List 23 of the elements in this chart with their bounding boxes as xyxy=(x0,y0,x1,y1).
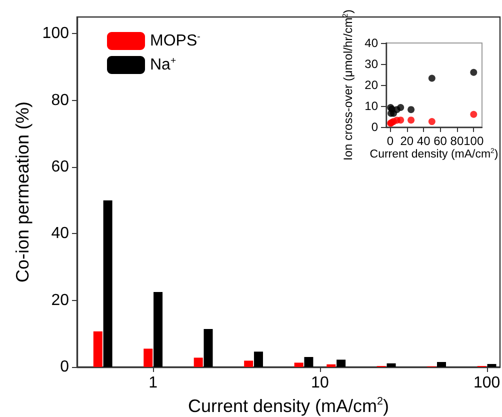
y-tick-label: 20 xyxy=(51,292,70,309)
x-tick-label: 100 xyxy=(473,374,500,392)
x-tick-label: 80 xyxy=(450,134,464,148)
x-tick-label: 20 xyxy=(400,134,414,148)
x-tick-label: 1 xyxy=(148,374,158,392)
y-tick-label: 20 xyxy=(364,78,378,92)
legend-label: MOPS- xyxy=(150,32,200,50)
y-tick-label: 40 xyxy=(51,225,70,242)
y-tick-label: 100 xyxy=(42,25,70,42)
x-tick-label: 60 xyxy=(434,134,448,148)
y-tick-label: 10 xyxy=(364,99,378,113)
y-tick-label: 60 xyxy=(51,158,70,176)
x-tick-label: 10 xyxy=(311,374,329,392)
y-tick-label: 0 xyxy=(60,358,70,376)
y-tick-label: 30 xyxy=(364,57,378,71)
legend-label: Na+ xyxy=(150,56,176,74)
y-tick-label: 80 xyxy=(51,92,70,109)
x-tick-label: 40 xyxy=(416,134,431,148)
x-tick-label: 0 xyxy=(386,134,394,148)
y-axis-title: Co-ion permeation (%) xyxy=(12,101,32,283)
x-tick-label: 100 xyxy=(464,134,484,148)
y-tick-label: 40 xyxy=(364,36,378,50)
y-tick-label: 0 xyxy=(371,120,378,134)
